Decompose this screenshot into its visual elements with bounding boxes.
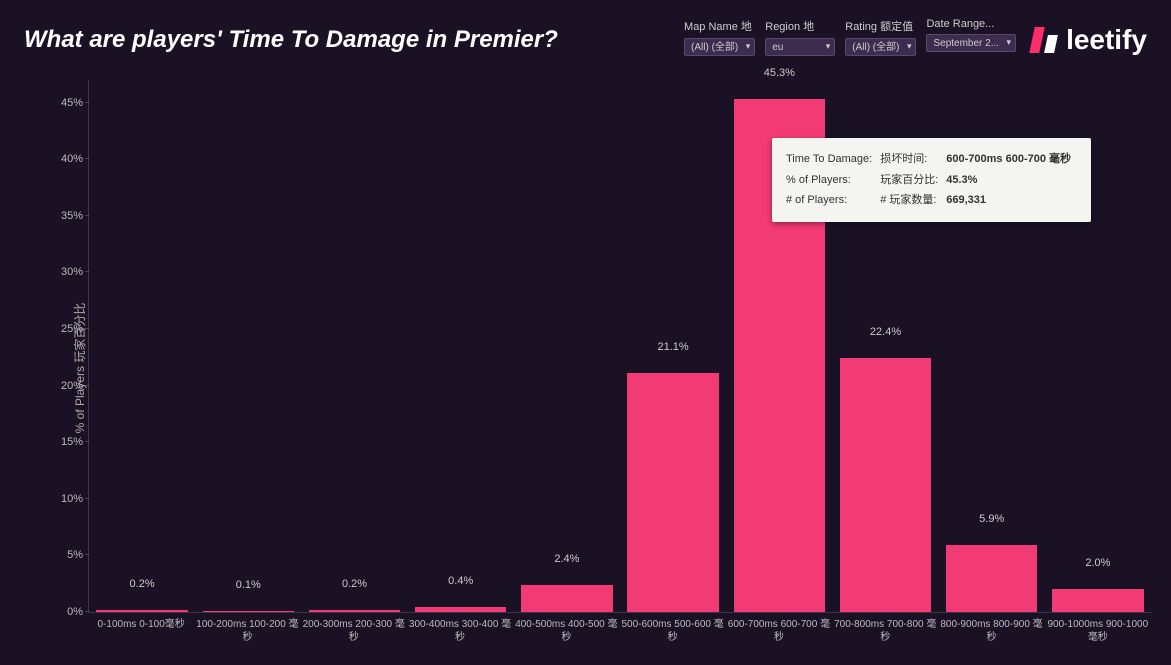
y-tick: 35% bbox=[47, 210, 83, 222]
filter-3: Date Range... September 2... bbox=[926, 18, 1016, 56]
bar[interactable] bbox=[840, 358, 931, 612]
y-axis-label: % of Players 玩家百分比 bbox=[71, 302, 88, 433]
filter-dropdown[interactable]: September 2... bbox=[926, 34, 1016, 52]
bar[interactable] bbox=[203, 611, 294, 612]
y-tick: 25% bbox=[47, 323, 83, 335]
bar-value-label: 0.1% bbox=[236, 579, 261, 595]
bar-value-label: 45.3% bbox=[764, 67, 795, 83]
x-tick: 200-300ms 200-300 毫秒 bbox=[301, 615, 407, 655]
bar-slot: 0.2% bbox=[89, 80, 195, 612]
tooltip-value: 600-700ms 600-700 毫秒 bbox=[946, 150, 1077, 169]
y-tick: 45% bbox=[47, 97, 83, 109]
tooltip-key-en: % of Players: bbox=[786, 171, 878, 190]
x-tick: 100-200ms 100-200 毫秒 bbox=[194, 615, 300, 655]
y-tick: 30% bbox=[47, 266, 83, 278]
tooltip-key-cn: 玩家百分比: bbox=[880, 171, 944, 190]
y-tick: 10% bbox=[47, 493, 83, 505]
y-tick: 5% bbox=[47, 549, 83, 561]
x-tick: 400-500ms 400-500 毫秒 bbox=[513, 615, 619, 655]
filter-label: Map Name 地 bbox=[684, 18, 755, 34]
y-tick: 20% bbox=[47, 380, 83, 392]
tooltip-key-en: Time To Damage: bbox=[786, 150, 878, 169]
logo: leetify bbox=[1030, 18, 1147, 56]
tooltip-value: 45.3% bbox=[946, 171, 1077, 190]
x-tick: 600-700ms 600-700 毫秒 bbox=[726, 615, 832, 655]
bar-slot: 21.1% bbox=[620, 80, 726, 612]
tooltip-key-en: # of Players: bbox=[786, 191, 878, 210]
bar-value-label: 2.4% bbox=[554, 553, 579, 569]
filter-bar: Map Name 地 (All) (全部) Region 地 eu Rating 额定值… bbox=[684, 18, 1016, 56]
filter-1: Region 地 eu bbox=[765, 18, 835, 56]
x-tick: 800-900ms 800-900 毫秒 bbox=[938, 615, 1044, 655]
bar[interactable] bbox=[521, 585, 612, 612]
filter-dropdown[interactable]: (All) (全部) bbox=[845, 38, 916, 56]
bar-slot: 2.4% bbox=[514, 80, 620, 612]
y-tick: 15% bbox=[47, 436, 83, 448]
filter-2: Rating 额定值 (All) (全部) bbox=[845, 18, 916, 56]
bar[interactable] bbox=[309, 610, 400, 612]
logo-text: leetify bbox=[1066, 24, 1147, 56]
bar[interactable] bbox=[415, 607, 506, 612]
x-tick: 700-800ms 700-800 毫秒 bbox=[832, 615, 938, 655]
x-tick: 0-100ms 0-100毫秒 bbox=[88, 615, 194, 655]
x-tick: 300-400ms 300-400 毫秒 bbox=[407, 615, 513, 655]
filter-label: Date Range... bbox=[926, 18, 1016, 30]
filter-label: Region 地 bbox=[765, 18, 835, 34]
tooltip: Time To Damage:损坏时间:600-700ms 600-700 毫秒… bbox=[772, 138, 1091, 222]
page-title: What are players' Time To Damage in Prem… bbox=[24, 18, 670, 54]
bar-value-label: 0.2% bbox=[342, 578, 367, 594]
tooltip-key-cn: 损坏时间: bbox=[880, 150, 944, 169]
y-tick: 40% bbox=[47, 153, 83, 165]
bar[interactable] bbox=[96, 610, 187, 612]
bar-value-label: 21.1% bbox=[658, 341, 689, 357]
x-tick: 500-600ms 500-600 毫秒 bbox=[619, 615, 725, 655]
tooltip-value: 669,331 bbox=[946, 191, 1077, 210]
y-tick: 0% bbox=[47, 606, 83, 618]
bar[interactable] bbox=[1052, 589, 1143, 612]
bar-slot: 0.4% bbox=[408, 80, 514, 612]
x-tick: 900-1000ms 900-1000 毫秒 bbox=[1045, 615, 1151, 655]
filter-label: Rating 额定值 bbox=[845, 18, 916, 34]
filter-0: Map Name 地 (All) (全部) bbox=[684, 18, 755, 56]
bar-value-label: 0.4% bbox=[448, 575, 473, 591]
bar[interactable] bbox=[946, 545, 1037, 612]
bar-value-label: 0.2% bbox=[130, 578, 155, 594]
filter-dropdown[interactable]: (All) (全部) bbox=[684, 38, 755, 56]
filter-dropdown[interactable]: eu bbox=[765, 38, 835, 56]
bar-slot: 0.2% bbox=[301, 80, 407, 612]
logo-icon bbox=[1030, 27, 1060, 53]
bar-value-label: 2.0% bbox=[1085, 557, 1110, 573]
bar-value-label: 5.9% bbox=[979, 513, 1004, 529]
tooltip-key-cn: # 玩家数量: bbox=[880, 191, 944, 210]
bar-slot: 0.1% bbox=[195, 80, 301, 612]
bar-value-label: 22.4% bbox=[870, 326, 901, 342]
bar[interactable] bbox=[627, 373, 718, 612]
